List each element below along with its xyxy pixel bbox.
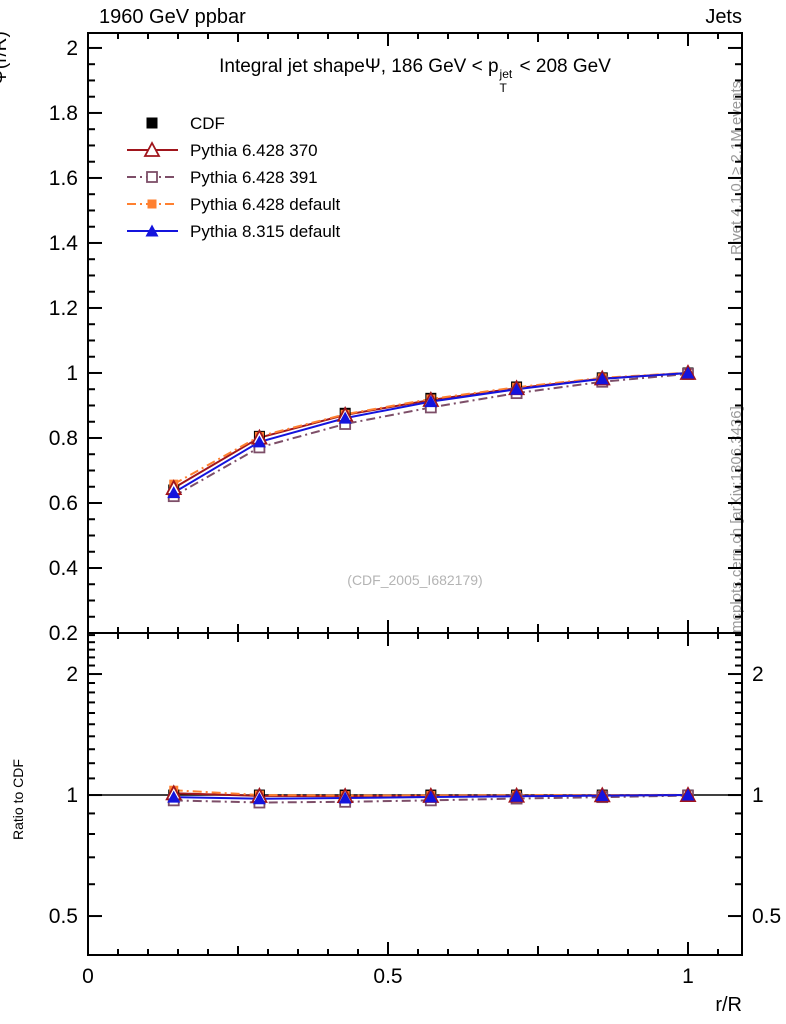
legend-label: Pythia 6.428 391 (190, 168, 318, 187)
legend-marker (147, 199, 157, 209)
y-tick-label-ratio-right: 2 (752, 663, 764, 686)
marker-ratio (424, 790, 438, 803)
y-tick-label-ratio: 2 (66, 663, 78, 686)
marker-ratio (338, 791, 352, 804)
y-tick-label-ratio: 0.5 (49, 905, 78, 928)
y-tick-label-main: 0.6 (49, 492, 78, 515)
y-tick-label-main: 2 (66, 37, 78, 60)
ratio-panel-frame (87, 632, 743, 956)
y-tick-label-main: 1 (66, 362, 78, 385)
marker-ratio (167, 790, 181, 803)
legend-label: Pythia 8.315 default (190, 222, 341, 241)
x-tick-label: 0.5 (373, 965, 402, 988)
series-line-main (173, 371, 689, 494)
main-panel-frame (87, 32, 743, 634)
x-axis-label: r/R (715, 994, 742, 1016)
legend-marker (145, 224, 159, 237)
marker-main (595, 372, 609, 385)
y-tick-label-main: 0.4 (49, 557, 79, 580)
pt-superscript-subscript: jet T (500, 68, 513, 94)
marker-main (681, 366, 695, 379)
y-tick-label-main: 1.2 (49, 297, 78, 320)
legend-label: Pythia 6.428 default (190, 195, 341, 214)
marker-main (167, 486, 181, 499)
y-tick-label-ratio-right: 1 (752, 784, 764, 807)
legend-marker (143, 141, 161, 157)
plot-title: Integral jet shapeΨ, 186 GeV < p jet T < 2… (88, 56, 742, 94)
marker-ratio (595, 789, 609, 802)
x-tick-label: 0 (82, 965, 94, 988)
title-psi: Ψ (364, 56, 381, 77)
pt-superscript: jet (499, 67, 513, 81)
marker-main (510, 382, 524, 395)
y-tick-label-main: 0.8 (49, 427, 78, 450)
marker-ratio (510, 789, 524, 802)
marker-main (252, 435, 266, 448)
marker-main (424, 395, 438, 408)
legend-marker (146, 117, 158, 129)
analysis-id-watermark: (CDF_2005_I682179) (347, 572, 483, 588)
legend-label: Pythia 6.428 370 (190, 141, 318, 160)
y-tick-label-ratio: 1 (66, 784, 78, 807)
y-tick-label-main: 1.8 (49, 102, 78, 125)
marker-ratio (252, 792, 266, 805)
title-mid: , 186 GeV < p (380, 56, 499, 77)
legend-marker (146, 171, 158, 183)
series-line-main (173, 371, 689, 486)
beam-info-label: 1960 GeV ppbar (99, 6, 246, 28)
title-suffix: < 208 GeV (514, 56, 611, 77)
x-tick-label: 1 (682, 965, 694, 988)
marker-main (338, 411, 352, 424)
y-tick-label-main: 0.2 (49, 622, 78, 645)
y-tick-label-ratio-right: 0.5 (752, 905, 781, 928)
legend-label: CDF (190, 114, 225, 133)
y-tick-label-main: 1.6 (49, 167, 78, 190)
marker-ratio (681, 788, 695, 801)
analysis-group-label: Jets (705, 6, 742, 28)
series-line-main (173, 371, 689, 489)
title-prefix: Integral jet shape (219, 56, 365, 77)
pt-subscript: T (499, 81, 507, 95)
y-tick-label-main: 1.4 (49, 232, 79, 255)
